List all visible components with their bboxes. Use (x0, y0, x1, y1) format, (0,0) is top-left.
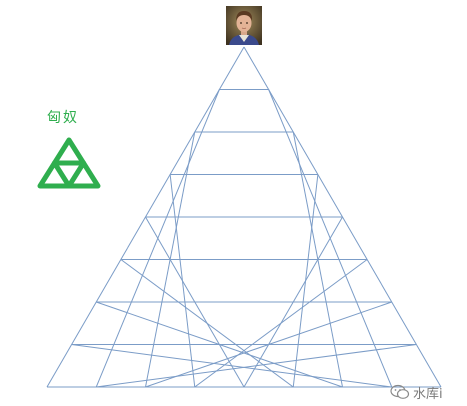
wechat-icon (390, 384, 410, 399)
watermark-text: 水库i (413, 386, 443, 402)
triforce-triangle-icon (37, 137, 101, 189)
grid-line-diagonal-left (96, 344, 417, 388)
grid-lines (46, 46, 442, 388)
player-avatar-icon[interactable] (226, 6, 262, 45)
watermark: 水库i (390, 381, 467, 403)
grid-line-diagonal-right (71, 344, 392, 388)
grid-line-diagonal-right (120, 259, 294, 388)
faction-label: 匈奴 (47, 110, 79, 126)
grid-line-diagonal-left (194, 259, 368, 388)
